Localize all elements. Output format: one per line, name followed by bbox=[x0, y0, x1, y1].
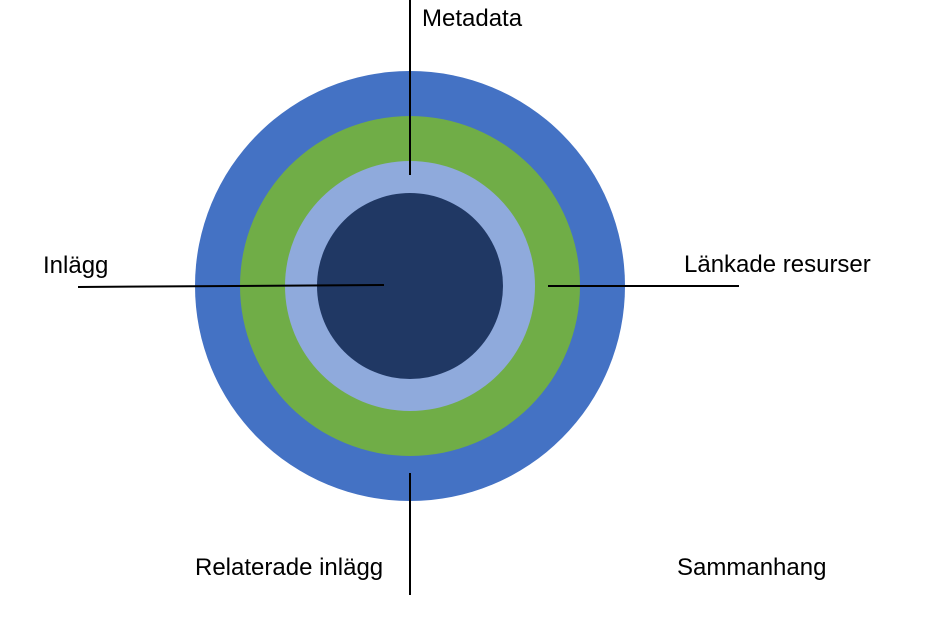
core-circle bbox=[317, 193, 503, 379]
label-inlagg: Inlägg bbox=[43, 252, 108, 279]
label-sammanhang: Sammanhang bbox=[677, 554, 826, 581]
label-metadata: Metadata bbox=[422, 5, 523, 32]
label-lankade-resurser: Länkade resurser bbox=[684, 251, 871, 278]
label-relaterade-inlagg: Relaterade inlägg bbox=[195, 554, 383, 581]
leader-line-left bbox=[77, 284, 385, 288]
